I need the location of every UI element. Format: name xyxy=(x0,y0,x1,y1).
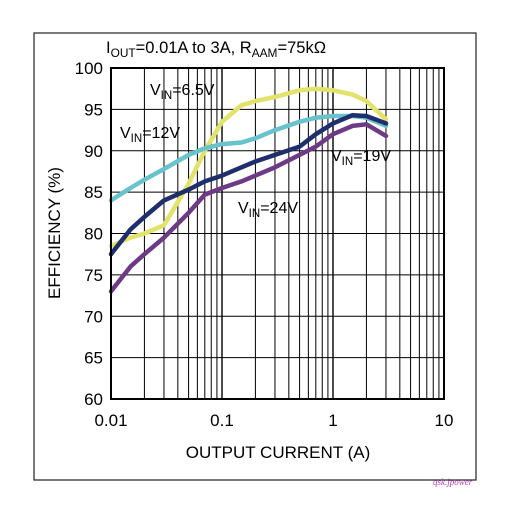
title-r-sub: AAM xyxy=(252,46,278,60)
title-end: =75kΩ xyxy=(277,39,326,57)
series-line-2 xyxy=(108,112,389,257)
y-tick-label: 75 xyxy=(84,266,103,285)
y-tick-label: 95 xyxy=(84,100,103,119)
y-axis-label: EFFICIENCY (%) xyxy=(45,167,64,299)
x-tick-label: 1 xyxy=(328,411,337,430)
series-line-1 xyxy=(108,113,389,203)
x-tick-label: 0.01 xyxy=(94,411,127,430)
title-i: I xyxy=(106,39,111,57)
chart-title: IOUT=0.01A to 3A, RAAM=75kΩ xyxy=(106,39,326,60)
series-line-3 xyxy=(108,122,389,294)
series-label-6v5: VIN=6.5V xyxy=(150,82,215,102)
y-tick-label: 65 xyxy=(84,349,103,368)
x-tick-label: 10 xyxy=(435,411,454,430)
title-mid: =0.01A to 3A, R xyxy=(136,39,252,57)
series-label-12v: VIN=12V xyxy=(120,125,180,145)
y-tick-label: 80 xyxy=(84,225,103,244)
series-lines xyxy=(108,86,389,294)
y-tick-label: 100 xyxy=(75,59,103,78)
x-tick-label: 0.1 xyxy=(210,411,234,430)
y-tick-label: 70 xyxy=(84,307,103,326)
y-tick-label: 85 xyxy=(84,183,103,202)
series-label-24v: VIN=24V xyxy=(238,200,298,220)
plot-border xyxy=(110,67,445,400)
tick-labels: 60 65 70 75 80 85 90 95 100 0.01 0.1 1 10 xyxy=(75,59,454,430)
y-tick-label: 60 xyxy=(84,390,103,409)
watermark: qsk.jpower xyxy=(433,477,473,487)
y-tick-label: 90 xyxy=(84,142,103,161)
series-label-19v: VIN=19V xyxy=(331,148,391,168)
series-line-0 xyxy=(108,86,389,249)
title-i-sub: OUT xyxy=(111,46,136,60)
x-axis-label: OUTPUT CURRENT (A) xyxy=(186,443,371,462)
